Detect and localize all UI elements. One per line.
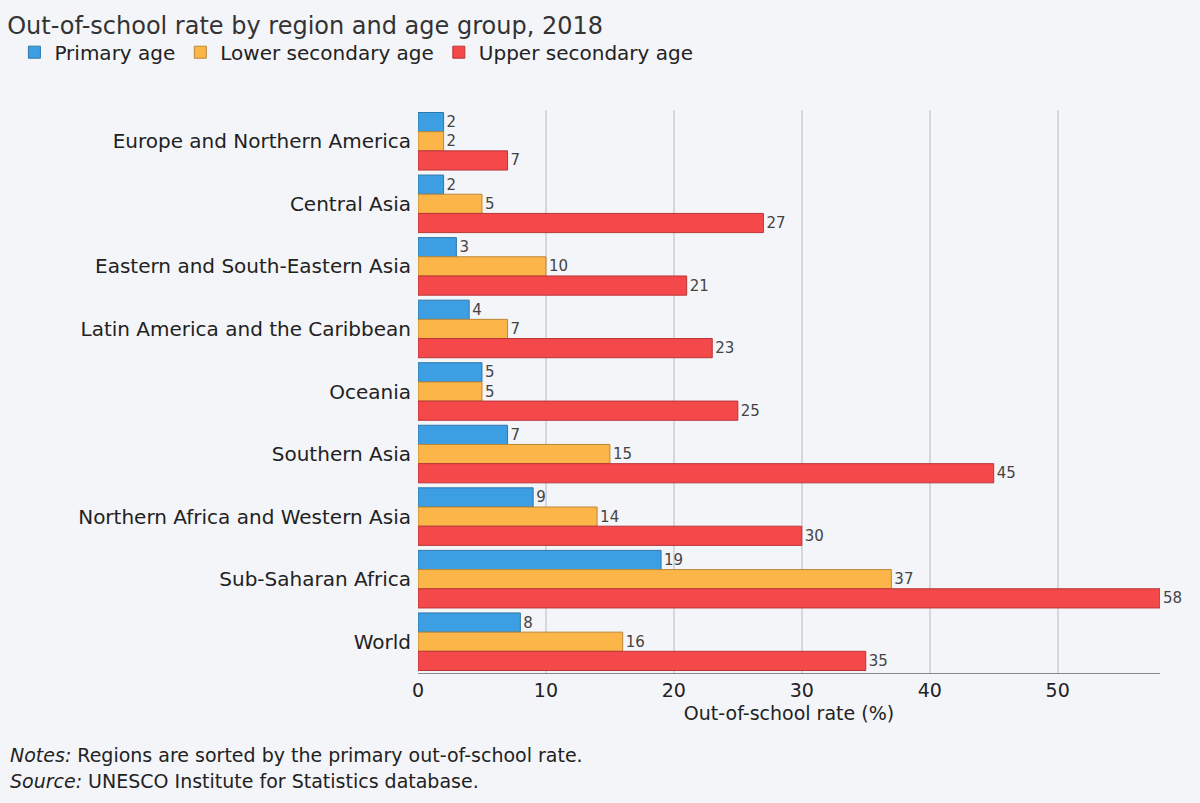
svg-text:50: 50: [1046, 679, 1070, 701]
svg-text:2: 2: [447, 132, 457, 150]
svg-text:7: 7: [511, 151, 521, 169]
html-text:Notes: Regions are sorted by t: Notes: Regions are sorted by the primary…: [10, 744, 583, 766]
svg-text:7: 7: [511, 426, 521, 444]
svg-text:15: 15: [613, 445, 632, 463]
svg-text:3: 3: [459, 238, 469, 256]
svg-text:5: 5: [485, 383, 495, 401]
svg-text:30: 30: [790, 679, 814, 701]
svg-text:27: 27: [766, 214, 785, 232]
svg-text:5: 5: [485, 195, 495, 213]
svg-text:0: 0: [412, 679, 424, 701]
svg-text:Lower secondary age: Lower secondary age: [220, 41, 434, 65]
svg-text:8: 8: [523, 614, 533, 632]
svg-text:7: 7: [511, 320, 521, 338]
svg-text:Sub-Saharan Africa: Sub-Saharan Africa: [219, 567, 411, 591]
svg-text:Northern Africa and Western As: Northern Africa and Western Asia: [78, 505, 411, 529]
svg-text:35: 35: [869, 652, 888, 670]
svg-text:Upper secondary age: Upper secondary age: [479, 41, 693, 65]
svg-text:2: 2: [447, 113, 457, 131]
svg-text:30: 30: [805, 527, 824, 545]
svg-text:10: 10: [549, 257, 568, 275]
svg-text:2: 2: [447, 176, 457, 194]
svg-text:19: 19: [664, 551, 683, 569]
svg-text:20: 20: [662, 679, 686, 701]
svg-text:21: 21: [690, 277, 709, 295]
svg-text:9: 9: [536, 488, 546, 506]
svg-text:25: 25: [741, 402, 760, 420]
svg-text:Out-of-school rate by region a: Out-of-school rate by region and age gro…: [7, 12, 603, 40]
svg-text:10: 10: [534, 679, 558, 701]
svg-text:Eastern and South-Eastern Asia: Eastern and South-Eastern Asia: [95, 254, 411, 278]
svg-text:Central Asia: Central Asia: [290, 192, 411, 216]
svg-text:16: 16: [626, 633, 645, 651]
svg-text:58: 58: [1163, 589, 1182, 607]
svg-text:45: 45: [997, 464, 1016, 482]
svg-text:Southern Asia: Southern Asia: [272, 442, 411, 466]
svg-text:Oceania: Oceania: [329, 380, 411, 404]
svg-text:40: 40: [918, 679, 942, 701]
svg-text:23: 23: [715, 339, 734, 357]
svg-text:Primary age: Primary age: [54, 41, 175, 65]
svg-text:Latin America and the Caribbea: Latin America and the Caribbean: [81, 317, 411, 341]
svg-text:Out-of-school rate (%): Out-of-school rate (%): [684, 702, 894, 724]
svg-text:4: 4: [472, 301, 482, 319]
svg-text:Europe and Northern America: Europe and Northern America: [113, 129, 411, 153]
html-text:Source: UNESCO Institute for S: Source: UNESCO Institute for Statistics …: [10, 770, 479, 792]
svg-text:5: 5: [485, 363, 495, 381]
svg-text:37: 37: [894, 570, 913, 588]
svg-text:14: 14: [600, 508, 619, 526]
svg-text:World: World: [354, 630, 411, 654]
